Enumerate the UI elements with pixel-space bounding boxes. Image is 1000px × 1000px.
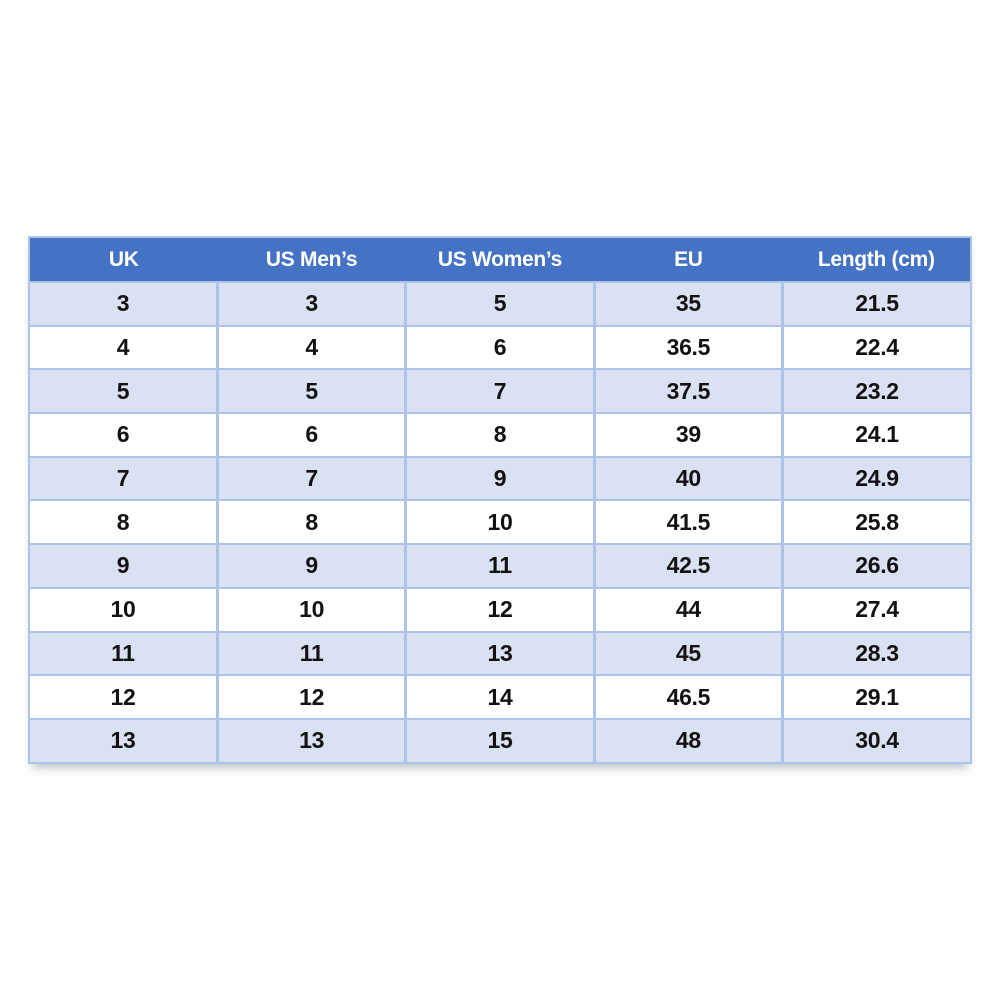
table-row: 4 4 6 36.5 22.4	[29, 324, 971, 370]
table-cell: 37.5	[592, 368, 783, 414]
table-cell: 5	[29, 368, 218, 414]
table-cell: 30.4	[781, 717, 971, 763]
table-row: 5 5 7 37.5 23.2	[29, 368, 971, 414]
table-cell: 27.4	[781, 586, 971, 632]
table-header-row: UK US Men’s US Women’s EU Length (cm)	[29, 237, 971, 282]
table-cell: 11	[215, 630, 406, 676]
table-cell: 44	[592, 586, 783, 632]
table-cell: 24.1	[781, 412, 971, 457]
table-cell: 25.8	[781, 499, 971, 545]
table-row: 6 6 8 39 24.1	[29, 412, 971, 457]
table-cell: 42.5	[592, 543, 783, 588]
table-cell: 6	[215, 412, 406, 457]
table-cell: 7	[404, 368, 595, 414]
table-cell: 26.6	[781, 543, 971, 588]
table-cell: 29.1	[781, 674, 971, 719]
table-cell: 39	[592, 412, 783, 457]
table-cell: 48	[592, 717, 783, 763]
table-cell: 35	[592, 281, 783, 326]
table-header: UK US Men’s US Women’s EU Length (cm)	[29, 237, 971, 282]
table-row: 8 8 10 41.5 25.8	[29, 499, 971, 545]
table-cell: 5	[215, 368, 406, 414]
header-cell: UK	[29, 237, 218, 282]
table-cell: 15	[404, 717, 595, 763]
table-cell: 11	[29, 630, 218, 676]
table-cell: 14	[404, 674, 595, 719]
table-cell: 9	[29, 543, 218, 588]
table-cell: 9	[404, 455, 595, 501]
table-cell: 4	[29, 324, 218, 370]
table-cell: 12	[215, 674, 406, 719]
table-cell: 13	[29, 717, 218, 763]
table-cell: 22.4	[781, 324, 971, 370]
table-cell: 13	[404, 630, 595, 676]
table-row: 3 3 5 35 21.5	[29, 281, 971, 326]
table-row: 7 7 9 40 24.9	[29, 455, 971, 501]
table-cell: 7	[215, 455, 406, 501]
header-cell: EU	[594, 237, 783, 282]
table-cell: 45	[592, 630, 783, 676]
table-row: 9 9 11 42.5 26.6	[29, 543, 971, 588]
table-cell: 8	[404, 412, 595, 457]
table-cell: 10	[215, 586, 406, 632]
table-cell: 46.5	[592, 674, 783, 719]
table-cell: 21.5	[781, 281, 971, 326]
header-cell: US Men’s	[217, 237, 406, 282]
table-cell: 4	[215, 324, 406, 370]
table-cell: 10	[29, 586, 218, 632]
table-cell: 28.3	[781, 630, 971, 676]
table-row: 11 11 13 45 28.3	[29, 630, 971, 676]
table-cell: 11	[404, 543, 595, 588]
table-cell: 12	[404, 586, 595, 632]
shoe-size-conversion-table: UK US Men’s US Women’s EU Length (cm) 3 3 5 35 2…	[28, 236, 972, 764]
table-cell: 5	[404, 281, 595, 326]
table-row: 10 10 12 44 27.4	[29, 586, 971, 632]
header-cell: US Women’s	[405, 237, 595, 282]
table-cell: 8	[29, 499, 218, 545]
table-cell: 3	[29, 281, 218, 326]
table-cell: 24.9	[781, 455, 971, 501]
table-cell: 23.2	[781, 368, 971, 414]
table-cell: 9	[215, 543, 406, 588]
table-cell: 12	[29, 674, 218, 719]
table-cell: 6	[404, 324, 595, 370]
table-row: 12 12 14 46.5 29.1	[29, 674, 971, 719]
table-cell: 8	[215, 499, 406, 545]
table-cell: 13	[215, 717, 406, 763]
table-cell: 10	[404, 499, 595, 545]
table-cell: 3	[215, 281, 406, 326]
table-cell: 41.5	[592, 499, 783, 545]
table-body: 3 3 5 35 21.5 4 4 6 36.5 22.4 5 5 7 37.5 23.2 6 6 8 39 24.1…	[29, 281, 971, 763]
table-cell: 36.5	[592, 324, 783, 370]
table-cell: 6	[29, 412, 218, 457]
table-row: 13 13 15 48 30.4	[29, 717, 971, 763]
table-cell: 7	[29, 455, 218, 501]
table-cell: 40	[592, 455, 783, 501]
header-cell: Length (cm)	[782, 237, 971, 282]
